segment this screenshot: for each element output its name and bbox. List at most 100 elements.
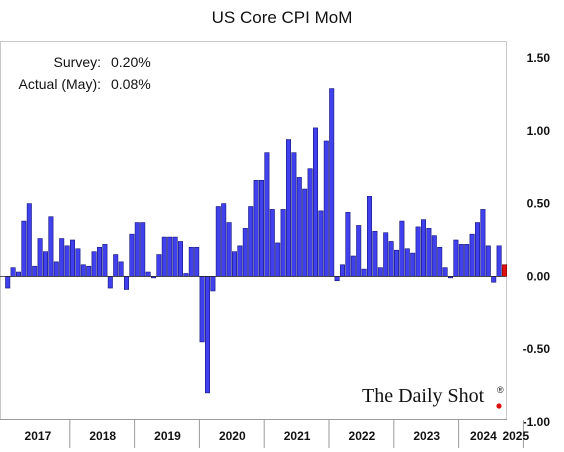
- x-year-label: 2021: [284, 429, 311, 443]
- bar: [226, 222, 232, 277]
- bar: [188, 246, 194, 277]
- bar: [258, 180, 264, 277]
- bar: [91, 251, 97, 277]
- bar: [388, 241, 394, 277]
- bar: [480, 209, 486, 277]
- bar: [453, 239, 459, 277]
- y-tick-label: 0.00: [527, 269, 551, 283]
- bar: [496, 245, 502, 277]
- bar: [194, 246, 200, 277]
- bar: [318, 210, 324, 277]
- y-tick-label: -0.50: [523, 342, 551, 356]
- y-tick-label: 1.00: [527, 124, 551, 138]
- x-year-label: 2018: [89, 429, 116, 443]
- bar: [107, 276, 113, 289]
- bar: [431, 235, 437, 277]
- bar: [210, 276, 216, 292]
- bar: [296, 177, 302, 277]
- bar: [5, 276, 11, 289]
- bar: [59, 238, 65, 277]
- bar: [232, 251, 238, 277]
- bar: [269, 209, 275, 277]
- bar: [264, 152, 270, 277]
- bar: [124, 276, 130, 290]
- bar: [10, 267, 16, 277]
- bar-latest: [501, 264, 507, 277]
- bar: [64, 245, 70, 277]
- y-tick-label: 1.50: [527, 51, 551, 65]
- bar: [80, 264, 86, 277]
- bar: [15, 271, 21, 277]
- bar: [178, 241, 184, 277]
- bar: [377, 267, 383, 277]
- bar: [86, 265, 92, 277]
- bar: [253, 180, 259, 277]
- bar: [307, 168, 313, 277]
- bar: [237, 245, 243, 277]
- bar: [129, 233, 135, 277]
- bar: [118, 261, 124, 277]
- bar: [442, 267, 448, 277]
- x-year-label: 2025: [502, 429, 529, 443]
- bar: [26, 203, 32, 277]
- bar: [339, 264, 345, 277]
- bar: [32, 265, 38, 277]
- bar: [437, 246, 443, 277]
- bar: [383, 232, 389, 277]
- bar: [183, 273, 189, 277]
- x-year-label: 2020: [219, 429, 246, 443]
- bar: [345, 212, 351, 277]
- bar: [469, 233, 475, 277]
- bar: [53, 261, 59, 277]
- bar: [334, 276, 340, 282]
- bar: [420, 219, 426, 277]
- bar: [248, 206, 254, 277]
- bar: [134, 222, 140, 277]
- bar: [21, 220, 27, 277]
- x-year-label: 2017: [25, 429, 52, 443]
- watermark-registered: ®: [497, 385, 504, 395]
- chart-title: US Core CPI MoM: [212, 8, 353, 27]
- bar: [350, 255, 356, 277]
- bar: [312, 127, 318, 277]
- bar: [291, 152, 297, 277]
- bar: [485, 245, 491, 277]
- bar: [70, 239, 76, 277]
- bar: [372, 230, 378, 277]
- bar-series: [0, 88, 507, 394]
- actual-value: 0.08%: [111, 76, 151, 92]
- bar: [215, 206, 221, 277]
- bar: [356, 225, 362, 277]
- bar: [199, 276, 205, 343]
- bar: [113, 254, 119, 277]
- x-year-label: 2022: [349, 429, 376, 443]
- bar: [302, 188, 308, 277]
- watermark-dot: [496, 403, 502, 409]
- bar: [474, 222, 480, 277]
- bar: [410, 252, 416, 277]
- bar: [221, 203, 227, 277]
- bar: [37, 238, 43, 277]
- bar: [361, 268, 367, 277]
- actual-label: Actual (May):: [19, 76, 101, 92]
- bar: [97, 246, 103, 277]
- bar: [399, 220, 405, 277]
- watermark: The Daily Shot ®: [362, 385, 504, 409]
- bar: [156, 254, 162, 277]
- bar: [464, 244, 470, 277]
- bar: [393, 249, 399, 277]
- bar: [205, 276, 211, 394]
- y-tick-label: -1.00: [523, 415, 551, 429]
- bar: [323, 140, 329, 277]
- y-axis-ticks: 1.50 1.00 0.50 0.00 -0.50 -1.00: [523, 51, 551, 429]
- bar: [172, 236, 178, 277]
- watermark-text: The Daily Shot: [362, 385, 485, 407]
- bar: [415, 226, 421, 277]
- bar: [285, 139, 291, 277]
- bar: [275, 242, 281, 277]
- bar: [102, 244, 108, 277]
- x-year-label: 2019: [154, 429, 181, 443]
- bar: [458, 244, 464, 277]
